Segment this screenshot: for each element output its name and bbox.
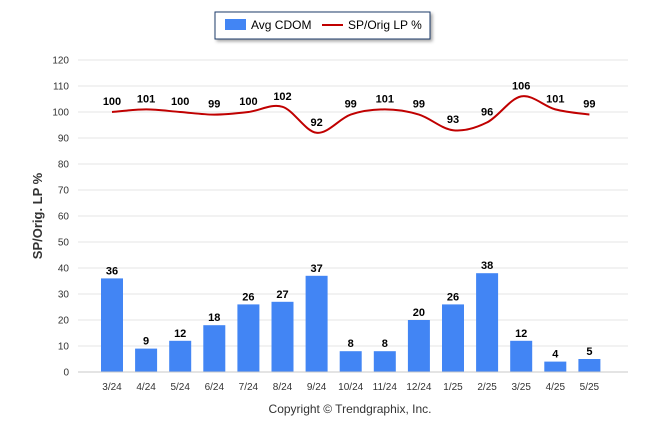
bar xyxy=(544,361,567,372)
bar-data-label: 8 xyxy=(382,338,388,350)
bar xyxy=(373,351,396,372)
bar xyxy=(578,359,601,372)
y-tick-label: 30 xyxy=(58,290,70,301)
line-data-label: 100 xyxy=(103,96,121,108)
bar-data-label: 12 xyxy=(174,328,186,340)
x-tick-label: 4/24 xyxy=(136,382,156,393)
x-tick-label: 1/25 xyxy=(443,382,463,393)
line-data-label: 96 xyxy=(481,106,493,118)
y-axis-title: SP/Orig. LP % xyxy=(30,172,45,259)
y-tick-label: 100 xyxy=(52,108,69,119)
x-tick-label: 6/24 xyxy=(205,382,225,393)
x-tick-label: 2/25 xyxy=(477,382,497,393)
bar xyxy=(510,340,533,372)
legend-swatch-bar xyxy=(225,19,246,30)
y-tick-label: 40 xyxy=(58,264,70,275)
line-data-label: 100 xyxy=(239,96,257,108)
x-tick-label: 10/24 xyxy=(338,382,363,393)
bar xyxy=(203,325,226,372)
x-tick-label: 7/24 xyxy=(239,382,259,393)
x-tick-label: 5/25 xyxy=(580,382,600,393)
line-series-path xyxy=(111,95,590,134)
line-series xyxy=(111,95,590,134)
bar-data-label: 20 xyxy=(413,307,425,319)
bar xyxy=(339,351,362,372)
copyright-footer: Copyright © Trendgraphix, Inc. xyxy=(269,402,432,416)
x-tick-label: 8/24 xyxy=(273,382,293,393)
y-tick-label: 10 xyxy=(58,342,70,353)
y-tick-label: 70 xyxy=(58,186,70,197)
bar-data-label: 9 xyxy=(143,336,149,348)
line-data-label: 102 xyxy=(273,91,291,103)
line-data-label: 106 xyxy=(512,80,530,92)
line-data-label: 99 xyxy=(345,99,357,111)
x-tick-label: 5/24 xyxy=(170,382,190,393)
bar-data-label: 8 xyxy=(348,338,354,350)
gridlines xyxy=(78,59,628,347)
x-tick-label: 4/25 xyxy=(546,382,566,393)
bar-data-label: 18 xyxy=(208,312,220,324)
bar-data-label: 4 xyxy=(552,349,559,361)
line-data-label: 93 xyxy=(447,114,459,126)
bar-data-label: 5 xyxy=(586,346,592,358)
y-tick-label: 20 xyxy=(58,316,70,327)
y-tick-label: 110 xyxy=(53,82,69,93)
bar-data-label: 27 xyxy=(276,289,288,301)
legend-label-bar: Avg CDOM xyxy=(251,18,311,32)
x-tick-label: 3/24 xyxy=(102,382,122,393)
bar xyxy=(476,273,499,372)
line-data-label: 101 xyxy=(376,93,394,105)
bar-data-label: 12 xyxy=(515,328,527,340)
bar-data-label: 26 xyxy=(447,291,459,303)
x-axis: 3/24 4/24 5/24 6/24 7/24 8/24 9/24 10/24 11/24 12… xyxy=(78,371,628,393)
bar-data-label: 38 xyxy=(481,260,493,272)
bar xyxy=(135,348,158,372)
x-tick-label: 12/24 xyxy=(406,382,431,393)
line-data-label: 100 xyxy=(171,96,189,108)
y-axis: 0 10 20 30 40 50 60 70 80 90 100 110 120 xyxy=(52,56,69,379)
bar-series xyxy=(101,273,601,372)
x-tick-label: 11/24 xyxy=(373,382,398,393)
y-tick-label: 80 xyxy=(58,160,70,171)
line-data-label: 99 xyxy=(413,99,425,111)
bar xyxy=(442,304,464,372)
bar-data-label: 26 xyxy=(242,291,254,303)
y-tick-label: 120 xyxy=(52,56,69,67)
y-tick-label: 90 xyxy=(58,134,70,145)
line-data-label: 101 xyxy=(546,93,564,105)
y-tick-label: 50 xyxy=(58,238,70,249)
x-tick-label: 3/25 xyxy=(511,382,531,393)
bar xyxy=(407,320,430,372)
line-data-label: 101 xyxy=(137,93,155,105)
line-data-label: 99 xyxy=(208,99,220,111)
bar xyxy=(237,304,260,372)
bar-data-label: 36 xyxy=(106,265,118,277)
bar-data-label: 37 xyxy=(310,263,322,275)
data-labels: 36 9 12 18 26 27 37 8 8 20 26 38 12 4 5 100 101 100 99 100 1… xyxy=(103,80,596,360)
bar xyxy=(271,301,294,372)
bar xyxy=(101,278,123,372)
line-data-label: 92 xyxy=(310,117,322,129)
y-tick-label: 60 xyxy=(58,212,70,223)
x-tick-label: 9/24 xyxy=(307,382,327,393)
bar xyxy=(169,340,192,372)
y-tick-label: 0 xyxy=(63,368,69,379)
legend-label-line: SP/Orig LP % xyxy=(348,18,422,32)
line-data-label: 99 xyxy=(583,99,595,111)
legend: Avg CDOM SP/Orig LP % xyxy=(214,11,431,40)
bar xyxy=(305,275,328,372)
